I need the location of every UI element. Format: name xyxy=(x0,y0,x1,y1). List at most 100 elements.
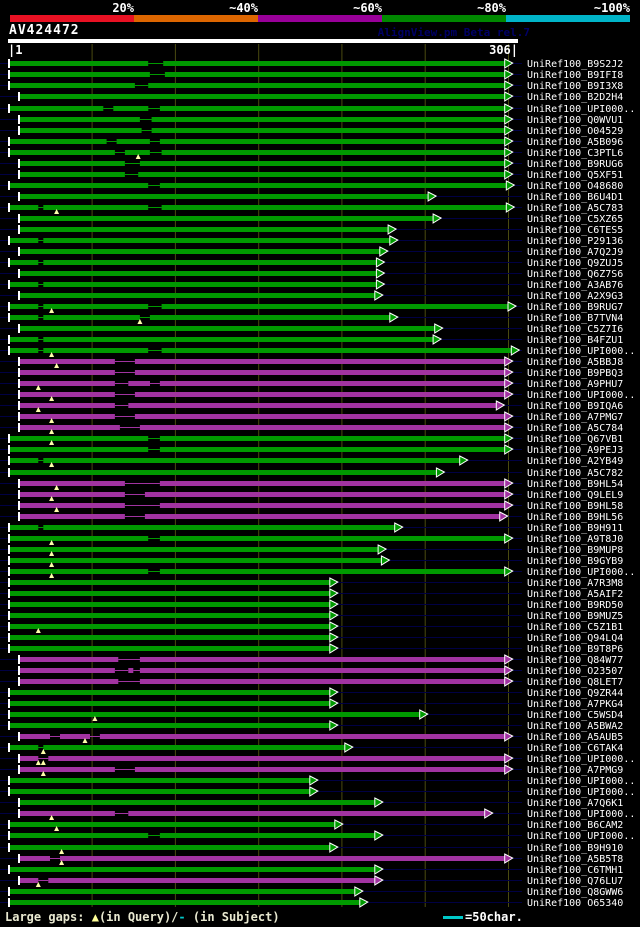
hit-bar-segment[interactable] xyxy=(20,878,39,883)
hit-bar-segment[interactable] xyxy=(20,216,434,221)
arrowhead-icon[interactable] xyxy=(377,544,388,555)
hit-label[interactable]: UniRef100_B9RUG6 xyxy=(527,159,623,170)
hit-bar-segment[interactable] xyxy=(159,436,505,441)
hit-label[interactable]: UniRef100_Q5XF51 xyxy=(527,170,623,181)
hit-bar-segment[interactable] xyxy=(20,161,125,166)
hit-bar-segment[interactable] xyxy=(10,580,330,585)
hit-bar-segment[interactable] xyxy=(10,139,107,144)
hit-label[interactable]: UniRef100_C5Z7I6 xyxy=(527,324,623,335)
arrowhead-icon[interactable] xyxy=(354,886,364,897)
arrowhead-icon[interactable] xyxy=(504,433,514,444)
hit-bar-segment[interactable] xyxy=(10,690,330,695)
hit-bar-segment[interactable] xyxy=(20,856,50,861)
arrowhead-icon[interactable] xyxy=(359,897,369,908)
hit-label[interactable]: UniRef100_A7Q6K1 xyxy=(527,798,623,809)
hit-label[interactable]: UniRef100_A7PMG7 xyxy=(527,412,623,423)
hit-bar-segment[interactable] xyxy=(43,205,149,210)
arrowhead-icon[interactable] xyxy=(432,213,443,224)
arrowhead-icon[interactable] xyxy=(329,610,339,621)
hit-bar-segment[interactable] xyxy=(159,503,505,508)
hit-label[interactable]: UniRef100_Q76LU7 xyxy=(527,876,623,887)
hit-bar-segment[interactable] xyxy=(10,745,39,750)
arrowhead-icon[interactable] xyxy=(329,632,339,643)
hit-label[interactable]: UniRef100_Q8LET7 xyxy=(527,677,623,688)
hit-bar-segment[interactable] xyxy=(159,536,505,541)
arrowhead-icon[interactable] xyxy=(504,169,514,180)
hit-label[interactable]: UniRef100_P29136 xyxy=(527,236,623,247)
arrowhead-icon[interactable] xyxy=(499,511,509,522)
arrowhead-icon[interactable] xyxy=(374,797,384,808)
hit-label[interactable]: UniRef100_C5XZ65 xyxy=(527,214,623,225)
arrowhead-icon[interactable] xyxy=(329,643,339,654)
hit-bar-segment[interactable] xyxy=(148,83,505,88)
hit-bar-segment[interactable] xyxy=(10,822,335,827)
arrowhead-icon[interactable] xyxy=(435,467,446,478)
hit-bar-segment[interactable] xyxy=(20,293,375,298)
hit-label[interactable]: UniRef100_O04529 xyxy=(527,126,623,137)
hit-bar-segment[interactable] xyxy=(20,481,125,486)
hit-bar-segment[interactable] xyxy=(10,83,135,88)
hit-bar-segment[interactable] xyxy=(60,734,90,739)
hit-label[interactable]: UniRef100_B9IQA6 xyxy=(527,401,623,412)
hit-bar-segment[interactable] xyxy=(10,282,39,287)
hit-label[interactable]: UniRef100_B7TVN4 xyxy=(527,313,623,324)
hit-bar-segment[interactable] xyxy=(20,756,39,761)
hit-bar-segment[interactable] xyxy=(43,525,395,530)
hit-bar-segment[interactable] xyxy=(128,668,134,673)
arrowhead-icon[interactable] xyxy=(344,742,354,753)
hit-label[interactable]: UniRef100_C6TMH1 xyxy=(527,865,623,876)
hit-bar-segment[interactable] xyxy=(10,205,39,210)
hit-bar-segment[interactable] xyxy=(161,205,507,210)
arrowhead-icon[interactable] xyxy=(504,478,514,489)
hit-label[interactable]: UniRef100_A3AB76 xyxy=(527,280,623,291)
hit-label[interactable]: UniRef100_UPI000.. xyxy=(527,104,635,115)
arrowhead-icon[interactable] xyxy=(504,389,514,400)
hit-bar-segment[interactable] xyxy=(43,238,390,243)
hit-bar-segment[interactable] xyxy=(10,337,39,342)
hit-bar-segment[interactable] xyxy=(151,128,505,133)
arrowhead-icon[interactable] xyxy=(375,257,386,268)
hit-bar-segment[interactable] xyxy=(10,845,330,850)
hit-bar-segment[interactable] xyxy=(138,172,505,177)
arrowhead-icon[interactable] xyxy=(329,577,339,588)
hit-label[interactable]: UniRef100_A9PEJ3 xyxy=(527,445,623,456)
arrowhead-icon[interactable] xyxy=(329,720,339,731)
hit-label[interactable]: UniRef100_UPI000.. xyxy=(527,776,635,787)
hit-bar-segment[interactable] xyxy=(43,458,460,463)
hit-label[interactable]: UniRef100_O23507 xyxy=(527,666,623,677)
hit-label[interactable]: UniRef100_C6TAK4 xyxy=(527,743,623,754)
hit-bar-segment[interactable] xyxy=(10,867,375,872)
hit-bar-segment[interactable] xyxy=(10,778,310,783)
hit-bar-segment[interactable] xyxy=(10,470,437,475)
hit-bar-segment[interactable] xyxy=(128,381,150,386)
arrowhead-icon[interactable] xyxy=(504,91,514,102)
hit-bar-segment[interactable] xyxy=(10,458,39,463)
hit-label[interactable]: UniRef100_B6CAM2 xyxy=(527,820,623,831)
arrowhead-icon[interactable] xyxy=(504,58,514,69)
hit-label[interactable]: UniRef100_UPI000.. xyxy=(527,809,635,820)
arrowhead-icon[interactable] xyxy=(309,786,319,797)
hit-label[interactable]: UniRef100_A2X9G3 xyxy=(527,291,623,302)
hit-bar-segment[interactable] xyxy=(43,337,434,342)
hit-bar-segment[interactable] xyxy=(149,315,390,320)
hit-bar-segment[interactable] xyxy=(144,492,505,497)
hit-bar-segment[interactable] xyxy=(20,326,435,331)
hit-bar-segment[interactable] xyxy=(159,106,505,111)
hit-bar-segment[interactable] xyxy=(10,106,104,111)
arrowhead-icon[interactable] xyxy=(434,323,444,334)
hit-bar-segment[interactable] xyxy=(20,249,380,254)
arrowhead-icon[interactable] xyxy=(329,621,339,632)
hit-bar-segment[interactable] xyxy=(43,304,149,309)
hit-label[interactable]: UniRef100_B6U4D1 xyxy=(527,192,623,203)
arrowhead-icon[interactable] xyxy=(374,830,384,841)
hit-bar-segment[interactable] xyxy=(10,613,330,618)
hit-label[interactable]: UniRef100_B2D2H4 xyxy=(527,92,623,103)
hit-label[interactable]: UniRef100_O48680 xyxy=(527,181,623,192)
hit-label[interactable]: UniRef100_B9IFI8 xyxy=(527,70,623,81)
hit-label[interactable]: UniRef100_UPI000.. xyxy=(527,787,635,798)
arrowhead-icon[interactable] xyxy=(504,853,514,864)
arrowhead-icon[interactable] xyxy=(380,555,391,566)
hit-label[interactable]: UniRef100_C5Z1B1 xyxy=(527,622,623,633)
hit-label[interactable]: UniRef100_B9T8P6 xyxy=(527,644,623,655)
hit-bar-segment[interactable] xyxy=(10,624,330,629)
